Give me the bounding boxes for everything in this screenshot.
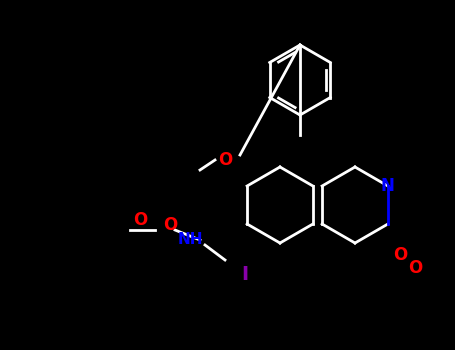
Text: O: O xyxy=(218,151,232,169)
Text: O: O xyxy=(408,259,422,277)
Text: I: I xyxy=(242,266,248,285)
Text: O: O xyxy=(163,216,177,234)
Text: NH: NH xyxy=(177,232,203,247)
Text: O: O xyxy=(393,246,407,264)
Text: N: N xyxy=(381,177,395,195)
Text: O: O xyxy=(133,211,147,229)
